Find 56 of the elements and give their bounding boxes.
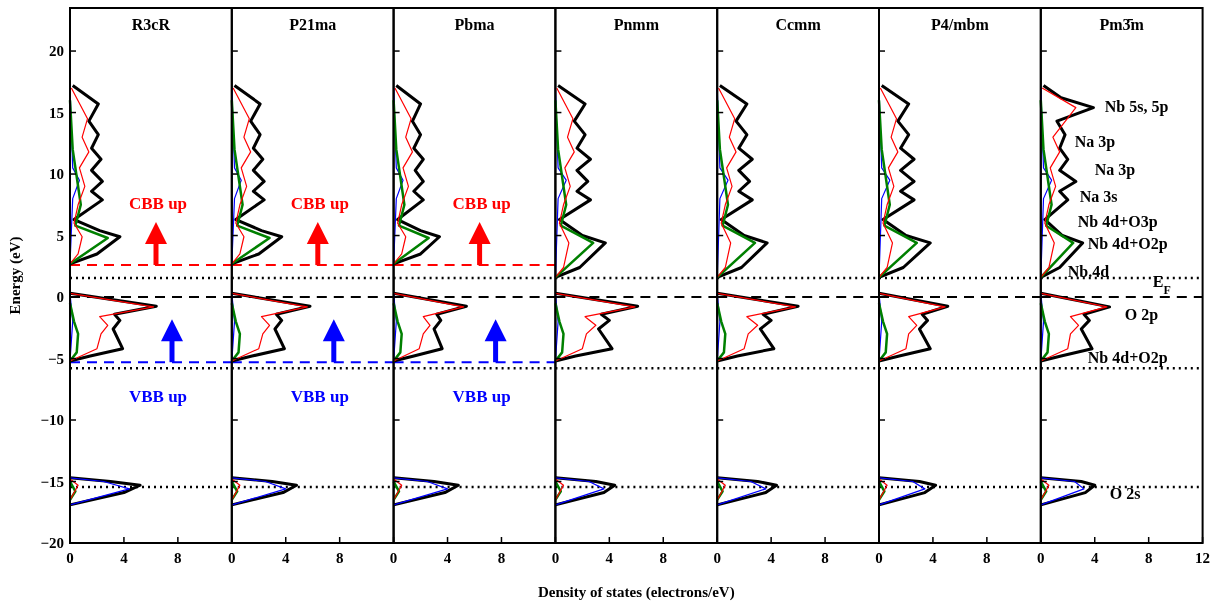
y-tick-label: 10	[49, 166, 64, 183]
y-tick-label: −20	[40, 535, 64, 551]
annotation: Nb 4d+O2p	[1087, 235, 1168, 253]
y-tick-label: −15	[40, 473, 64, 490]
annotation: Nb 4d+O3p	[1077, 213, 1158, 231]
x-tick-label: 8	[659, 550, 668, 566]
x-tick-label: 4	[281, 550, 290, 566]
text: Ccmm	[775, 16, 822, 33]
x-tick-label: 0	[1037, 550, 1045, 566]
x-axis-title: Density of states (electrons/eV)	[537, 584, 735, 601]
x-tick-label: 0	[66, 550, 74, 566]
text: Pnmm	[613, 16, 660, 33]
x-tick-label: 8	[174, 550, 182, 566]
x-tick-label: 4	[1090, 550, 1099, 566]
annotation: O 2s	[1109, 485, 1141, 502]
x-tick-label: 4	[929, 550, 938, 566]
x-tick-label: 0	[228, 550, 236, 566]
text: P4/mbm	[931, 16, 990, 33]
annotation: CBB up	[452, 194, 511, 214]
annotation: VBB up	[452, 387, 511, 407]
x-tick-label: 8	[1144, 550, 1153, 566]
text: Pbma	[454, 16, 495, 33]
annotation: Nb.4d	[1067, 263, 1110, 280]
annotation: Nb 4d+O2p	[1087, 349, 1168, 367]
x-tick-label: 4	[767, 550, 776, 566]
annotation: CBB up	[128, 194, 188, 214]
x-tick-label: 8	[983, 550, 991, 566]
x-tick-label: 0	[389, 550, 398, 566]
x-tick-label: 0	[875, 550, 883, 566]
y-tick-label: 15	[49, 104, 64, 121]
y-tick-label: 5	[56, 227, 64, 244]
x-tick-label: 8	[821, 550, 829, 566]
y-axis-title: Energy (eV)	[7, 236, 24, 315]
annotation: Na 3p	[1094, 161, 1136, 179]
annotation: Na 3s	[1079, 188, 1118, 205]
x-tick-label: 12	[1195, 550, 1211, 566]
y-tick-label: −5	[47, 350, 64, 367]
annotation: CBB up	[290, 194, 349, 214]
y-tick-label: 0	[56, 289, 64, 306]
x-tick-label: 8	[497, 550, 506, 566]
x-tick-label: 4	[605, 550, 614, 566]
annotation: Nb 5s, 5p	[1104, 98, 1169, 116]
y-tick-label: 20	[49, 43, 64, 60]
annotation: Na 3p	[1074, 133, 1116, 151]
text: R3cR	[131, 16, 171, 33]
annotation: O 2p	[1124, 306, 1159, 324]
annotation: VBB up	[290, 387, 349, 407]
text: P21ma	[289, 16, 337, 33]
x-tick-label: 0	[713, 550, 721, 566]
x-tick-label: 8	[335, 550, 344, 566]
x-tick-label: 4	[120, 550, 129, 566]
x-tick-label: 4	[443, 550, 452, 566]
text: Pm3̄m	[1099, 16, 1145, 33]
x-tick-label: 0	[551, 550, 560, 566]
y-tick-label: −10	[40, 412, 64, 429]
annotation: VBB up	[128, 387, 188, 407]
